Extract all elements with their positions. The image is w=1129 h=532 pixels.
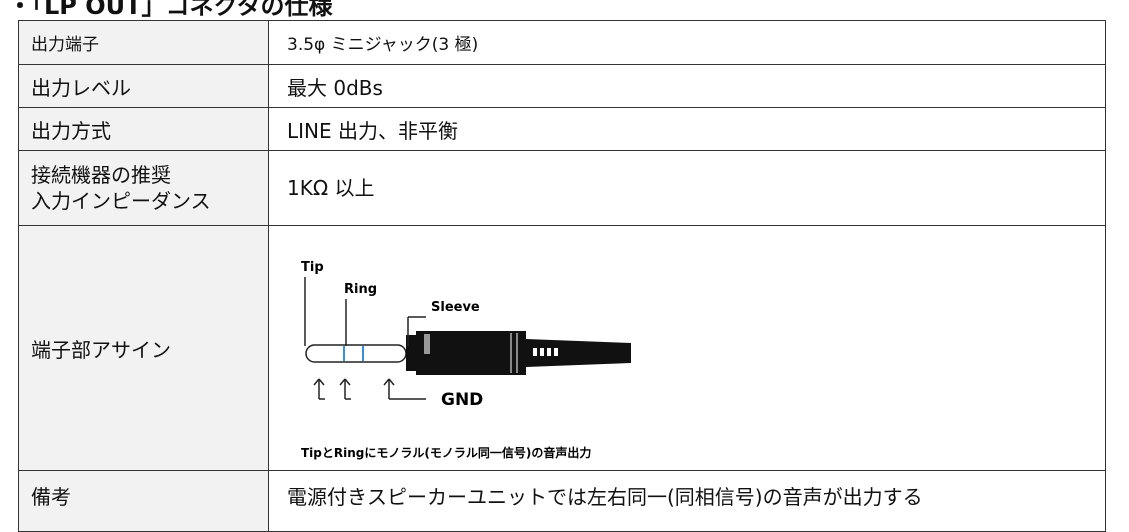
tip-label: Tip	[301, 260, 324, 275]
row-label: 接続機器の推奨 入力インピーダンス	[18, 150, 269, 226]
row-value: 電源付きスピーカーユニットでは左右同一(同相信号)の音声が出力する	[268, 470, 1106, 532]
plug-tip	[305, 344, 407, 363]
row-label: 出力端子	[18, 20, 269, 65]
line	[339, 378, 346, 386]
row-value: 1KΩ 以上	[268, 150, 1106, 226]
gnd-label: GND	[441, 390, 483, 410]
row-label: 端子部アサイン	[18, 225, 269, 471]
row-label-line: 出力方式	[31, 118, 111, 143]
row-label-line: 入力インピーダンス	[31, 189, 211, 213]
row-label-line: 出力端子	[31, 35, 99, 55]
spec-table: 出力端子 3.5φ ミニジャック(3 極) 出力レベル 最大 0dBs 出力方式 LINE…	[18, 20, 1106, 532]
plug-body	[416, 331, 631, 375]
row-label: 備考	[18, 470, 269, 532]
row-label-line: 接続機器の推奨	[31, 163, 171, 187]
title: ・「LP OUT」コネクタの仕様	[8, 0, 333, 20]
line	[344, 378, 351, 386]
caption: TipとRingにモノラル(モノラル同一信号)の音声出力	[301, 445, 591, 460]
table-row: 接続機器の推奨 入力インピーダンス 1KΩ 以上	[18, 150, 1106, 226]
row-label-line: 端子部アサイン	[31, 337, 171, 362]
row-value: LINE 出力、非平衡	[268, 107, 1106, 151]
row-value: 最大 0dBs	[268, 64, 1106, 108]
plug-highlight	[424, 334, 430, 354]
row-label-line: 備考	[31, 485, 71, 509]
row-label: 出力方式	[18, 107, 269, 151]
grip	[540, 348, 544, 356]
row-value: Tip Ring Sleeve GND TipとRingにモノラル(モノラル同一信号)の…	[268, 225, 1106, 471]
row-label: 出力レベル	[18, 64, 269, 108]
table-row: 備考 電源付きスピーカーユニットでは左右同一(同相信号)の音声が出力する	[18, 470, 1106, 532]
ring-label: Ring	[344, 282, 377, 297]
grip	[547, 348, 551, 356]
grip	[554, 348, 558, 356]
plug-diagram: Tip Ring Sleeve GND TipとRingにモノラル(モノラル同一信号)の…	[301, 260, 631, 460]
row-value: 3.5φ ミニジャック(3 極)	[268, 20, 1106, 65]
page: {"title": "・「LP OUT」コネクタの仕様", "table": {…	[8, 0, 1106, 532]
sleeve-label: Sleeve	[431, 300, 480, 315]
plug-collar	[406, 335, 416, 371]
line	[318, 378, 325, 386]
table-row: 端子部アサイン Tip Ring Sleeve GND TipとRingにモノラル(モノラ…	[18, 225, 1106, 471]
row-label-line: 出力レベル	[31, 75, 131, 100]
table-row: 出力端子 3.5φ ミニジャック(3 極)	[18, 20, 1106, 65]
table-row: 出力レベル 最大 0dBs	[18, 64, 1106, 108]
line	[383, 378, 390, 386]
table-row: 出力方式 LINE 出力、非平衡	[18, 107, 1106, 151]
line	[388, 378, 395, 386]
line	[313, 378, 320, 386]
grip	[533, 348, 537, 356]
